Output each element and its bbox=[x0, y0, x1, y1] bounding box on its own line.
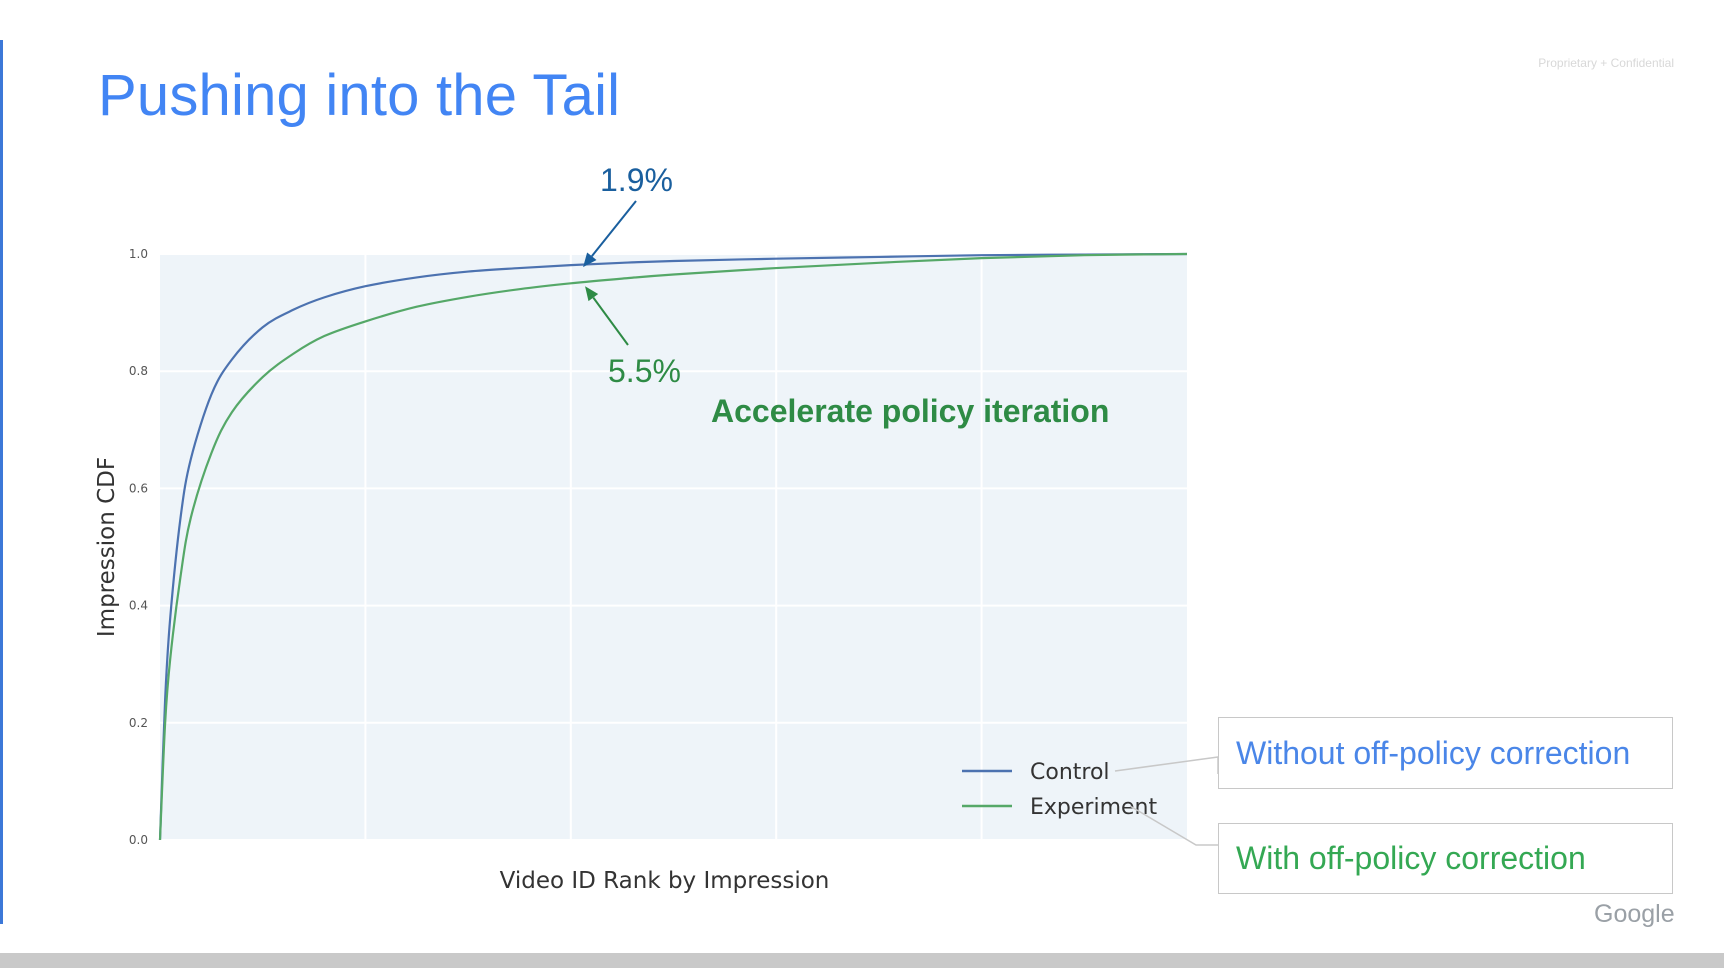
series-layer bbox=[158, 252, 1188, 841]
y-axis-label: Impression CDF bbox=[94, 457, 120, 637]
y-tick-labels: 0.0 0.2 0.4 0.6 0.8 1.0 bbox=[129, 247, 148, 847]
series-line-control bbox=[158, 252, 1188, 841]
y-tick-label: 0.2 bbox=[129, 716, 148, 730]
series-line-experiment bbox=[158, 252, 1188, 841]
experiment-callout-box: With off-policy correction bbox=[1218, 823, 1673, 894]
grid-lines bbox=[160, 253, 1187, 841]
experiment-gap-annotation: 5.5% bbox=[608, 353, 681, 389]
y-tick-label: 0.8 bbox=[129, 364, 148, 378]
confidential-label: Proprietary + Confidential bbox=[1538, 56, 1674, 70]
experiment-gap-arrowhead bbox=[585, 286, 599, 302]
control-gap-arrow bbox=[591, 200, 637, 257]
plot-area bbox=[160, 254, 1187, 840]
control-callout-box: Without off-policy correction bbox=[1218, 717, 1673, 789]
y-tick-label: 1.0 bbox=[129, 247, 148, 261]
slide-left-edge bbox=[0, 40, 3, 924]
y-tick-label: 0.0 bbox=[129, 833, 148, 847]
y-tick-label: 0.4 bbox=[129, 599, 148, 613]
slide-title: Pushing into the Tail bbox=[98, 63, 621, 128]
legend-label-control: Control bbox=[1030, 760, 1110, 785]
control-gap-annotation: 1.9% bbox=[600, 162, 673, 198]
bottom-bar bbox=[0, 953, 1724, 968]
legend-label-experiment: Experiment bbox=[1030, 795, 1157, 820]
legend: Control Experiment bbox=[962, 760, 1157, 820]
headline-annotation: Accelerate policy iteration bbox=[711, 393, 1109, 429]
experiment-callout-connector bbox=[1129, 805, 1218, 846]
google-logo: Google bbox=[1594, 900, 1675, 928]
control-callout-text: Without off-policy correction bbox=[1236, 734, 1631, 771]
experiment-callout-text: With off-policy correction bbox=[1236, 840, 1586, 876]
experiment-gap-arrow bbox=[592, 297, 629, 346]
y-tick-label: 0.6 bbox=[129, 481, 148, 495]
x-axis-label: Video ID Rank by Impression bbox=[500, 868, 830, 894]
control-gap-arrowhead bbox=[583, 252, 597, 268]
